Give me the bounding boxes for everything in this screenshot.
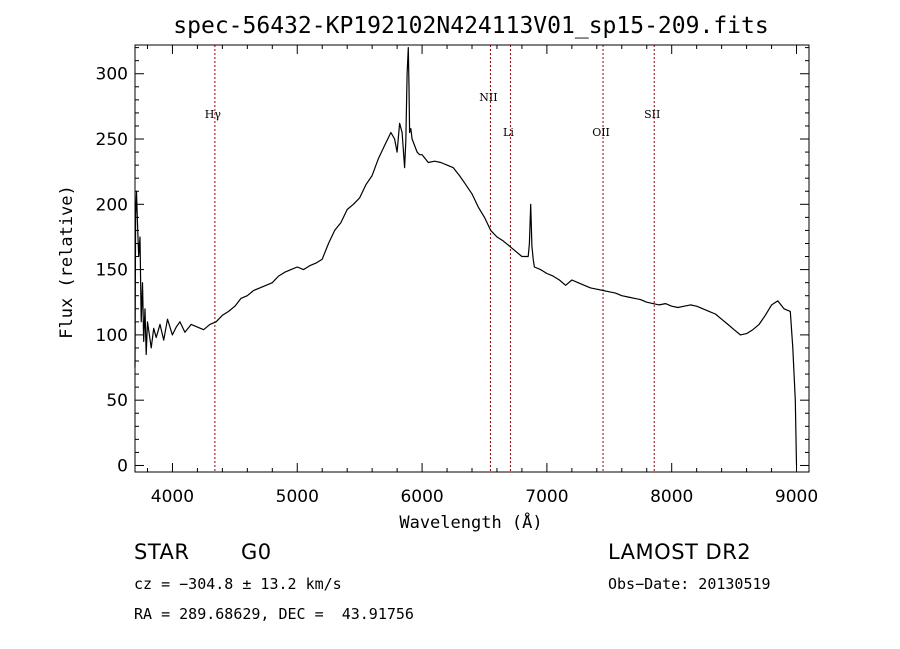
y-tick-label-4: 200 xyxy=(96,195,128,215)
x-tick-label-3: 7000 xyxy=(525,487,568,507)
marker-label-2: Li xyxy=(503,126,514,139)
object-class: STAR xyxy=(134,540,190,564)
x-tick-label-0: 4000 xyxy=(151,487,194,507)
marker-label-4: SII xyxy=(644,108,660,121)
y-tick-label-6: 300 xyxy=(96,65,128,85)
marker-label-3: OII xyxy=(592,126,610,139)
y-tick-label-5: 250 xyxy=(96,130,128,150)
coordinates: RA = 289.68629, DEC = 43.91756 xyxy=(134,605,414,623)
x-tick-label-5: 9000 xyxy=(775,487,818,507)
spectrum-series-line xyxy=(134,47,798,466)
survey-label: LAMOST DR2 xyxy=(608,540,752,564)
cz-value: cz = −304.8 ± 13.2 km/s xyxy=(134,575,342,593)
y-axis-label: Flux (relative) xyxy=(57,185,77,339)
y-tick-label-2: 100 xyxy=(96,326,128,346)
x-axis-label: Wavelength (Å) xyxy=(399,511,542,533)
marker-label-0: Hγ xyxy=(205,108,222,121)
spectral-line-markers: Hγ NII Li OII SII xyxy=(205,45,660,472)
plot-frame xyxy=(134,44,810,473)
chart-title: spec-56432-KP192102N424113V01_sp15-209.f… xyxy=(173,13,768,39)
x-tick-label-2: 6000 xyxy=(400,487,443,507)
x-tick-label-1: 5000 xyxy=(276,487,319,507)
y-tick-label-3: 150 xyxy=(96,261,128,281)
y-tick-label-0: 0 xyxy=(117,456,128,476)
y-tick-label-1: 50 xyxy=(106,391,128,411)
y-axis: 0 50 100 150 200 250 300 xyxy=(96,47,809,476)
marker-label-1: NII xyxy=(479,91,497,104)
x-tick-label-4: 8000 xyxy=(650,487,693,507)
x-axis: 4000 5000 6000 7000 8000 9000 xyxy=(146,45,818,507)
obs-date: Obs−Date: 20130519 xyxy=(608,575,771,593)
object-subclass: G0 xyxy=(241,540,272,564)
